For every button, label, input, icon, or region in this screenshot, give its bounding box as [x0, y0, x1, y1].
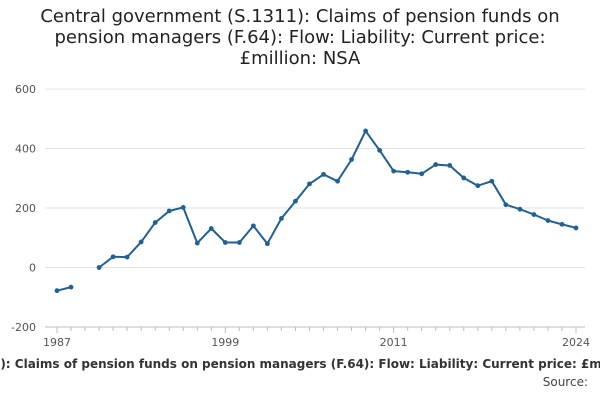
grid-layer	[45, 88, 585, 328]
y-tick-label: -200	[11, 321, 36, 334]
data-point	[517, 206, 523, 212]
data-point	[377, 147, 383, 153]
legend-label: Central government (S.1311): Claims of p…	[0, 357, 600, 371]
data-point	[573, 225, 579, 231]
y-tick-label: 400	[15, 143, 36, 156]
y-tick-label: 200	[15, 202, 36, 215]
data-point	[391, 168, 397, 174]
y-tick-label: 600	[15, 83, 36, 96]
series-line	[56, 286, 72, 292]
series-layer	[54, 128, 579, 294]
data-point	[293, 198, 298, 204]
x-tick-label: 1999	[211, 336, 239, 349]
data-point	[152, 220, 158, 225]
x-tick-label: 1987	[43, 336, 71, 349]
data-point	[405, 169, 411, 175]
source-label: Source:	[542, 375, 588, 389]
data-point	[208, 226, 214, 231]
data-point	[349, 157, 354, 162]
data-point	[433, 162, 439, 167]
data-point	[96, 265, 102, 270]
data-point	[461, 175, 467, 181]
data-point	[503, 202, 509, 208]
data-point	[335, 178, 340, 184]
data-point	[559, 221, 565, 227]
data-point	[166, 208, 172, 214]
data-point	[236, 240, 242, 245]
data-point	[265, 241, 270, 247]
x-tick-label: 2024	[562, 336, 590, 349]
data-point	[54, 288, 60, 294]
data-point	[363, 128, 368, 134]
axis-layer: 600 400 200 0 -200 1987 1999 2011 2024	[11, 83, 590, 349]
data-point	[321, 171, 326, 177]
data-point	[68, 284, 74, 290]
data-point	[447, 163, 453, 168]
data-point	[138, 239, 144, 245]
legend: Central government (S.1311): Claims of p…	[0, 356, 600, 374]
data-point	[279, 216, 284, 221]
data-point	[250, 223, 256, 229]
data-point	[475, 183, 481, 189]
data-point	[531, 212, 537, 217]
data-point	[222, 240, 228, 245]
data-point	[419, 171, 425, 177]
data-point	[180, 205, 186, 210]
data-point	[545, 218, 551, 223]
data-point	[194, 240, 200, 246]
data-point	[307, 181, 312, 187]
series-line	[98, 129, 577, 269]
data-point	[124, 254, 130, 260]
data-point	[489, 178, 495, 184]
data-point	[110, 254, 116, 260]
x-tick-label: 2011	[380, 336, 408, 349]
chart-title: Central government (S.1311): Claims of p…	[40, 6, 560, 69]
y-tick-label: 0	[29, 262, 36, 275]
